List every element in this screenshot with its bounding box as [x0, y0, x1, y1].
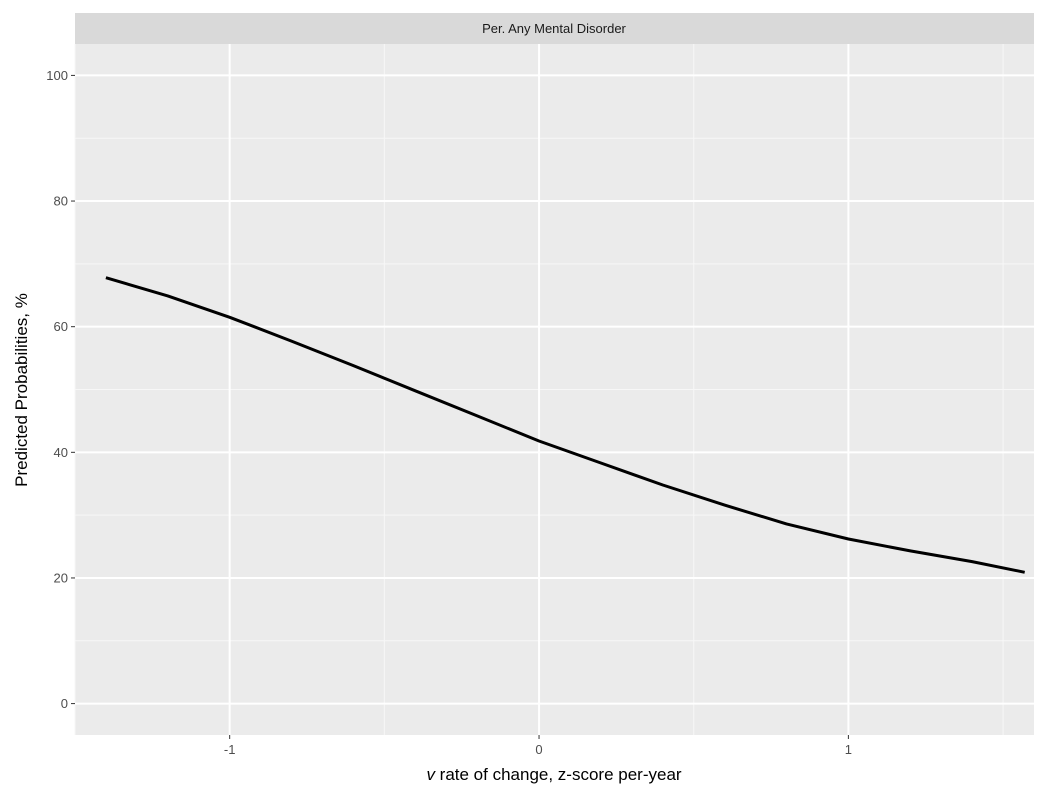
x-axis-title-symbol: v — [426, 765, 436, 784]
y-tick-label: 100 — [46, 68, 68, 83]
x-tick-label: 1 — [845, 742, 852, 757]
y-tick-label: 20 — [54, 570, 68, 585]
x-tick-label: 0 — [535, 742, 542, 757]
series-layer — [105, 276, 1025, 574]
x-axis-title: v rate of change, z-score per-year — [426, 765, 681, 784]
y-axis-title: Predicted Probabilities, % — [12, 293, 31, 487]
series-line — [105, 276, 1025, 574]
major-gridlines — [75, 44, 1034, 735]
y-tick-label: 40 — [54, 445, 68, 460]
y-axis: 0 20 40 60 80 100 — [46, 68, 75, 711]
x-axis: -1 0 1 — [224, 735, 852, 757]
x-axis-title-text: rate of change, z-score per-year — [435, 765, 682, 784]
facet-strip — [75, 13, 1034, 44]
y-tick-label: 60 — [54, 319, 68, 334]
minor-gridlines — [74, 44, 1034, 735]
y-tick-label: 80 — [54, 194, 68, 209]
y-tick-label: 0 — [61, 696, 68, 711]
facet-title: Per. Any Mental Disorder — [482, 21, 626, 36]
x-tick-label: -1 — [224, 742, 236, 757]
